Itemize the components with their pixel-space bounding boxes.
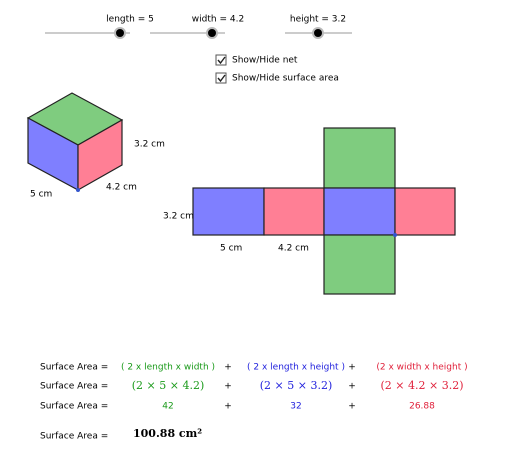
net-label: 4.2 cm [278,244,309,254]
surface-area: Surface Area =( 2 x length x width ) +( 2… [40,363,468,412]
plus-sign: + [348,382,356,392]
checkbox[interactable]: Show/Hide net [215,54,298,66]
cube-side [77,118,123,192]
term: 42 [162,402,173,412]
cube [26,92,124,192]
term: 32 [290,402,301,412]
check-mark [217,74,226,83]
row-label: Surface Area = [40,382,108,392]
total-label: Surface Area = [40,432,108,442]
net [192,127,456,295]
check-mark [217,56,226,65]
vertex [76,188,80,192]
slider-knob[interactable] [312,27,324,39]
slider[interactable]: width = 4.2 [150,15,244,39]
checkbox-label: Show/Hide net [232,56,298,66]
term: (2 × 5 × 4.2) [132,379,205,392]
net-face [192,187,265,236]
term: ( 2 x length x width ) [121,363,215,373]
row-label: Surface Area = [40,363,108,373]
checkbox-label: Show/Hide surface area [232,74,339,84]
slider[interactable]: height = 3.2 [285,15,352,39]
slider-knob[interactable] [206,27,218,39]
cube-label: 5 cm [30,190,52,200]
cube-label: 4.2 cm [106,183,137,193]
net-label: 3.2 cm [163,212,194,222]
slider-label: height = 3.2 [290,15,346,25]
slider-label: length = 5 [106,15,154,25]
term: (2 × 5 × 3.2) [260,379,333,392]
vertex [393,233,397,237]
plus-sign: + [348,363,356,373]
slider[interactable]: length = 5 [45,15,154,39]
checkbox[interactable]: Show/Hide surface area [215,72,339,84]
net-face [323,127,396,189]
plus-sign: + [348,402,356,412]
net-face [394,187,456,236]
slider-knob[interactable] [114,27,126,39]
checkbox-box[interactable] [215,72,227,84]
plus-sign: + [224,402,232,412]
term: 26.88 [409,402,435,412]
row-label: Surface Area = [40,402,108,412]
net-face [263,187,325,236]
checkbox-box[interactable] [215,54,227,66]
net-face [323,187,396,236]
plus-sign: + [224,363,232,373]
term: ( 2 x length x height ) [247,363,345,373]
plus-sign: + [224,382,232,392]
cube-label: 3.2 cm [134,140,165,150]
net-label: 5 cm [220,244,242,254]
term: (2 × 4.2 × 3.2) [381,379,464,392]
term: (2 x width x height ) [376,363,467,373]
total-value: 100.88 cm² [133,427,202,440]
net-face [323,234,396,295]
slider-label: width = 4.2 [192,15,244,25]
